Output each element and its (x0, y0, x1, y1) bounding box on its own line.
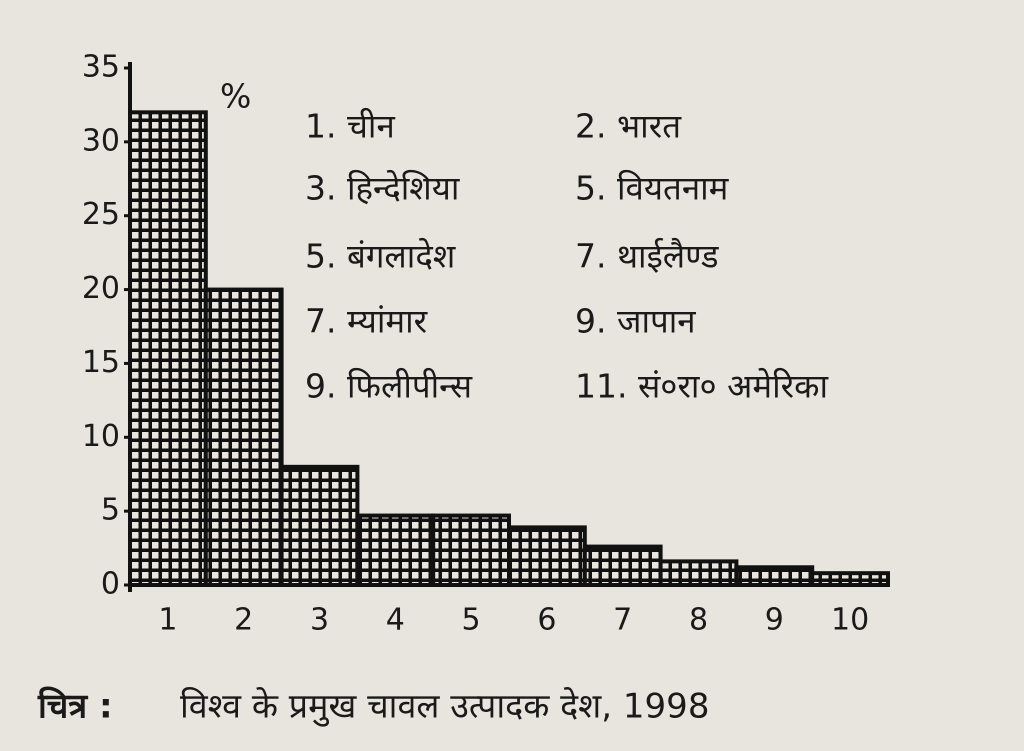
x-tick-label: 3 (310, 603, 329, 638)
y-tick-label: 30 (82, 123, 120, 158)
bar (355, 513, 436, 587)
x-tick-label: 8 (689, 603, 708, 638)
legend-item: 2. भारत (575, 107, 682, 146)
legend-item: 1. चीन (305, 107, 395, 146)
legend-item: 9. जापान (575, 302, 696, 341)
legend-item: 11. सं०रा० अमेरिका (575, 367, 829, 406)
y-tick-label: 5 (101, 493, 120, 528)
legend-item: 3. हिन्देशिया (305, 169, 461, 208)
y-unit-label: % (220, 77, 251, 116)
bar (734, 565, 815, 588)
y-tick-label: 0 (101, 567, 120, 602)
bar (128, 110, 208, 587)
y-tick-label: 20 (82, 271, 120, 306)
x-tick-label: 5 (462, 603, 481, 638)
y-tick-label: 35 (82, 50, 120, 85)
x-tick-label: 2 (234, 603, 253, 638)
bar (279, 464, 360, 588)
bar (658, 559, 739, 588)
caption: विश्व के प्रमुख चावल उत्पादक देश, 1998 (180, 687, 709, 728)
x-tick-label: 1 (158, 603, 177, 638)
x-tick-label: 4 (386, 603, 405, 638)
x-tick-label: 9 (765, 603, 784, 638)
legend-item: 5. बंगलादेश (305, 237, 456, 276)
bar (431, 513, 512, 587)
legend-item: 7. म्यांमार (305, 302, 428, 341)
bar (810, 571, 891, 588)
x-tick-label: 6 (537, 603, 556, 638)
legend-item: 9. फिलीपीन्स (305, 367, 473, 406)
x-tick-label: 10 (831, 603, 869, 638)
legend-item: 5. वियतनाम (575, 169, 730, 208)
x-tick-label: 7 (613, 603, 632, 638)
bar (507, 525, 587, 587)
caption-label: चित्र : (37, 686, 113, 727)
bar (203, 287, 284, 587)
bar (582, 544, 663, 588)
y-tick-label: 15 (82, 345, 120, 380)
y-tick-label: 10 (82, 419, 120, 454)
y-tick-label: 25 (82, 197, 120, 232)
legend-item: 7. थाईलैण्ड (575, 237, 719, 276)
